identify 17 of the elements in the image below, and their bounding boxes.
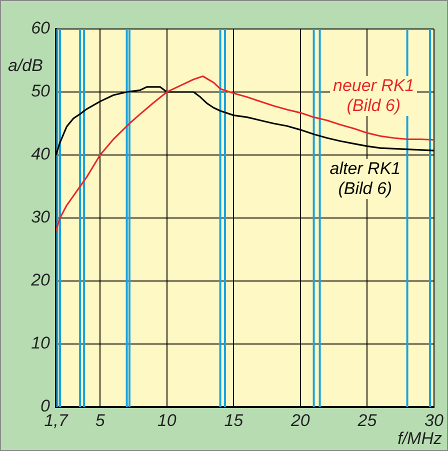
y-tick-label: 60 xyxy=(31,18,51,38)
x-tick-label: 20 xyxy=(290,410,310,430)
x-tick-label: 15 xyxy=(224,410,244,430)
y-tick-label: 50 xyxy=(31,82,51,101)
x-tick-label: 5 xyxy=(95,410,106,430)
y-tick-label: 40 xyxy=(31,144,51,164)
x-tick-label: 10 xyxy=(157,410,177,430)
series-label: neuer RK1 (Bild 6) xyxy=(332,76,414,116)
y-tick-label: 20 xyxy=(30,270,51,290)
y-axis-title: a/dB xyxy=(8,56,43,76)
x-tick-label: 25 xyxy=(356,410,378,430)
x-tick-label: 30 xyxy=(424,410,444,430)
x-axis-title: f/MHz xyxy=(398,429,442,449)
x-tick-label: 1,7 xyxy=(44,410,68,430)
y-tick-label: 10 xyxy=(31,334,51,353)
y-tick-label: 30 xyxy=(31,208,51,227)
series-label: alter RK1 (Bild 6) xyxy=(330,159,401,200)
